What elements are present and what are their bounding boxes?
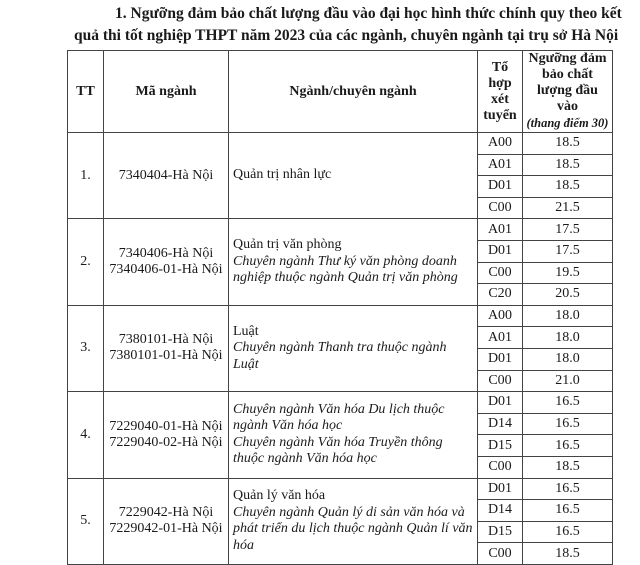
major-name: Quản lý văn hóa <box>233 488 326 504</box>
row-number: 2. <box>67 218 104 306</box>
major-code: 7340406-Hà Nội <box>118 246 214 262</box>
major-name: Chuyên ngành Thanh tra thuộc ngành Luật <box>233 340 447 372</box>
major-names: Chuyên ngành Văn hóa Du lịch thuộc ngành… <box>228 391 478 479</box>
major-name: Chuyên ngành Văn hóa Truyền thông thuộc … <box>233 434 443 467</box>
combo-code: A00 <box>477 132 523 155</box>
combo-code: D15 <box>477 520 523 544</box>
combo-code: A01 <box>477 218 523 241</box>
threshold-score: 18.0 <box>522 304 613 328</box>
header-nguong-label: Ngưỡng đảm bảo chất lượng đầu vào <box>528 51 607 114</box>
major-codes: 7340404-Hà Nội <box>103 131 229 220</box>
major-code: 7380101-01-Hà Nội <box>109 348 223 364</box>
threshold-score: 17.5 <box>522 239 613 263</box>
combo-code: C20 <box>477 283 523 306</box>
threshold-score: 18.0 <box>522 326 613 349</box>
threshold-score: 16.5 <box>522 499 613 522</box>
row-number: 3. <box>67 304 104 393</box>
major-code: 7229040-02-Hà Nội <box>109 434 223 450</box>
combo-code: C00 <box>477 369 523 393</box>
combo-code: D01 <box>477 175 523 198</box>
combo-code: D14 <box>477 412 523 436</box>
threshold-score: 18.0 <box>522 347 613 371</box>
table-row: 5. 7229042-Hà Nội 7229042-01-Hà Nội Quản lý… <box>67 477 613 565</box>
row-number: 1. <box>67 131 104 220</box>
threshold-score: 16.5 <box>522 477 613 501</box>
threshold-score: 18.5 <box>522 132 613 155</box>
table-row: 2. 7340406-Hà Nội 7340406-01-Hà Nội Quản tr… <box>67 218 613 306</box>
major-code: 7380101-Hà Nội <box>118 332 214 348</box>
threshold-score: 18.5 <box>522 153 613 177</box>
table-row: A01 18.5 <box>68 153 613 177</box>
major-names: Quản trị văn phòng Chuyên ngành Thư ký vă… <box>228 218 478 306</box>
major-name: Quản trị nhân lực <box>233 167 332 183</box>
header-nguong: Ngưỡng đảm bảo chất lượng đầu vào (thang… <box>522 50 613 133</box>
major-names: Luật Chuyên ngành Thanh tra thuộc ngành L… <box>228 304 478 393</box>
threshold-score: 21.5 <box>522 196 613 220</box>
combo-code: C00 <box>477 455 523 479</box>
table-row: D15 16.5 <box>68 434 613 457</box>
combo-code: C00 <box>477 542 523 565</box>
table-row: 4. 7229040-01-Hà Nội 7229040-02-Hà Nội Chuy… <box>67 391 613 479</box>
combo-code: A00 <box>477 304 523 328</box>
major-names: Quản trị nhân lực <box>228 131 478 220</box>
table-row: D01 18.5 <box>68 175 613 198</box>
table-row: D01 18.0 <box>68 347 613 371</box>
combo-code: D14 <box>477 499 523 522</box>
major-codes: 7380101-Hà Nội 7380101-01-Hà Nội <box>103 304 229 393</box>
major-name: Luật <box>233 323 259 339</box>
threshold-score: 17.5 <box>522 218 613 241</box>
major-codes: 7229040-01-Hà Nội 7229040-02-Hà Nội <box>103 391 229 479</box>
major-code: 7229040-01-Hà Nội <box>109 418 223 434</box>
combo-code: A01 <box>477 326 523 349</box>
combo-code: A01 <box>477 153 523 177</box>
major-codes: 7340406-Hà Nội 7340406-01-Hà Nội <box>103 218 229 306</box>
combo-code: D15 <box>477 434 523 457</box>
table-row: A01 18.0 <box>68 326 613 349</box>
table-row: D14 16.5 <box>68 499 613 522</box>
table-header-row: TT Mã ngành Ngành/chuyên ngành Tổ hợp xé… <box>67 50 613 133</box>
header-to-hop: Tổ hợp xét tuyển <box>477 50 523 133</box>
combo-code: D01 <box>477 477 523 501</box>
threshold-score: 18.5 <box>522 542 613 565</box>
table-row: D14 16.5 <box>68 412 613 436</box>
combo-code: D01 <box>477 391 523 414</box>
header-ma-nganh: Mã ngành <box>103 50 229 133</box>
table-row: C00 19.5 <box>68 261 613 285</box>
admission-threshold-table: TT Mã ngành Ngành/chuyên ngành Tổ hợp xé… <box>67 50 613 565</box>
major-code: 7340406-01-Hà Nội <box>109 262 223 278</box>
major-code: 7229042-01-Hà Nội <box>109 521 223 537</box>
row-number: 5. <box>67 477 104 565</box>
major-codes: 7229042-Hà Nội 7229042-01-Hà Nội <box>103 477 229 565</box>
threshold-score: 16.5 <box>522 391 613 414</box>
threshold-score: 20.5 <box>522 283 613 306</box>
threshold-score: 16.5 <box>522 520 613 544</box>
major-names: Quản lý văn hóa Chuyên ngành Quản lý di s… <box>228 477 478 565</box>
section-title-line2: quả thi tốt nghiệp THPT năm 2023 của các… <box>74 27 619 44</box>
combo-code: C00 <box>477 261 523 285</box>
threshold-score: 18.5 <box>522 175 613 198</box>
table-row: C00 21.0 <box>68 369 613 393</box>
row-number: 4. <box>67 391 104 479</box>
combo-code: C00 <box>477 196 523 220</box>
major-name: Chuyên ngành Quản lý di sản văn hóa và p… <box>233 504 473 553</box>
combo-code: D01 <box>477 347 523 371</box>
section-title-line1: 1. Ngưỡng đảm bảo chất lượng đầu vào đại… <box>115 5 622 22</box>
threshold-score: 21.0 <box>522 369 613 393</box>
combo-code: D01 <box>477 239 523 263</box>
major-name: Quản trị văn phòng <box>233 237 342 253</box>
header-tt: TT <box>67 50 104 133</box>
threshold-score: 19.5 <box>522 261 613 285</box>
table-row: 3. 7380101-Hà Nội 7380101-01-Hà Nội Luật Chu… <box>67 304 613 393</box>
threshold-score: 16.5 <box>522 434 613 457</box>
threshold-score: 18.5 <box>522 455 613 479</box>
major-name: Chuyên ngành Văn hóa Du lịch thuộc ngành… <box>233 401 445 434</box>
major-name: Chuyên ngành Thư ký văn phòng doanh nghi… <box>233 253 458 286</box>
threshold-score: 16.5 <box>522 412 613 436</box>
table-row: C00 21.5 <box>68 196 613 220</box>
header-nganh: Ngành/chuyên ngành <box>228 50 478 133</box>
major-code: 7229042-Hà Nội <box>118 505 214 521</box>
header-nguong-note: (thang điểm 30) <box>526 116 609 130</box>
major-code: 7340404-Hà Nội <box>118 167 214 183</box>
table-row: 1. 7340404-Hà Nội Quản trị nhân lực A00 18.5 <box>67 131 613 220</box>
